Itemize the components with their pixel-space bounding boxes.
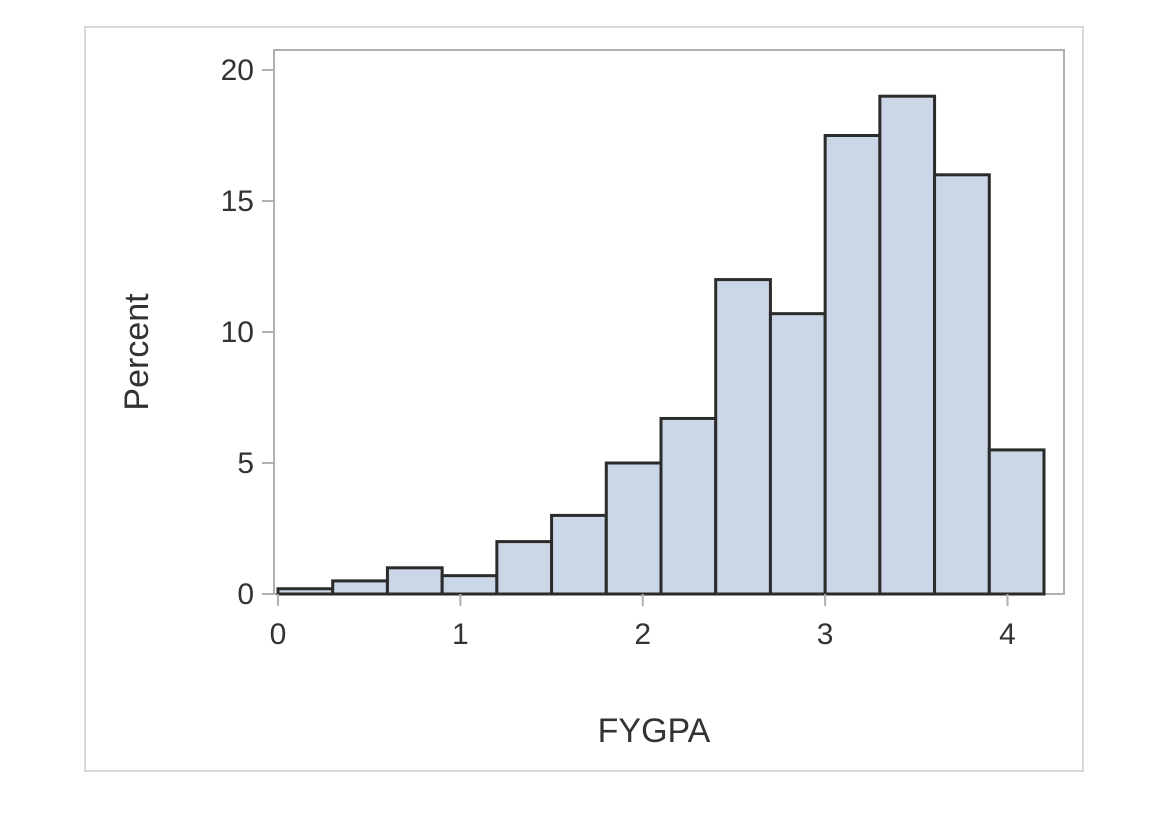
x-tick-label-3: 3: [817, 618, 834, 651]
x-tick-label-2: 2: [634, 618, 651, 651]
histogram-bar-8: [714, 278, 772, 596]
x-tick-label-0: 0: [270, 618, 287, 651]
histogram-bar-7: [659, 416, 718, 596]
histogram-bar-3: [440, 574, 499, 596]
y-tick-label-4: 20: [221, 54, 254, 87]
y-tick-label-1: 5: [237, 447, 254, 480]
histogram-bar-6: [604, 461, 663, 596]
histogram-bar-9: [768, 312, 827, 596]
histogram-bar-5: [550, 513, 608, 596]
histogram-bar-2: [385, 566, 444, 596]
y-tick-label-3: 15: [221, 185, 254, 218]
histogram-bar-10: [823, 134, 882, 596]
x-tick-label-1: 1: [452, 618, 469, 651]
histogram-bar-0: [276, 587, 335, 596]
y-tick-label-2: 10: [221, 316, 254, 349]
y-axis: 0 5 10 15 20: [221, 54, 274, 611]
histogram-bar-1: [331, 579, 389, 596]
histogram-bar-12: [933, 173, 991, 596]
chart-frame: 0 5 10 15 20 0 1 2 3 4 FYGPA Percent: [84, 26, 1084, 772]
x-axis: 0 1 2 3 4: [270, 594, 1016, 651]
histogram-bar-11: [878, 94, 937, 596]
histogram-bar-4: [495, 540, 554, 596]
y-tick-label-0: 0: [237, 578, 254, 611]
histogram-chart: 0 5 10 15 20 0 1 2 3 4 FYGPA Percent: [118, 49, 1065, 750]
x-tick-label-4: 4: [999, 618, 1016, 651]
histogram-bar-13: [987, 448, 1046, 596]
y-axis-title: Percent: [118, 293, 156, 411]
x-axis-title: FYGPA: [598, 712, 711, 750]
bars-group: [276, 94, 1046, 596]
